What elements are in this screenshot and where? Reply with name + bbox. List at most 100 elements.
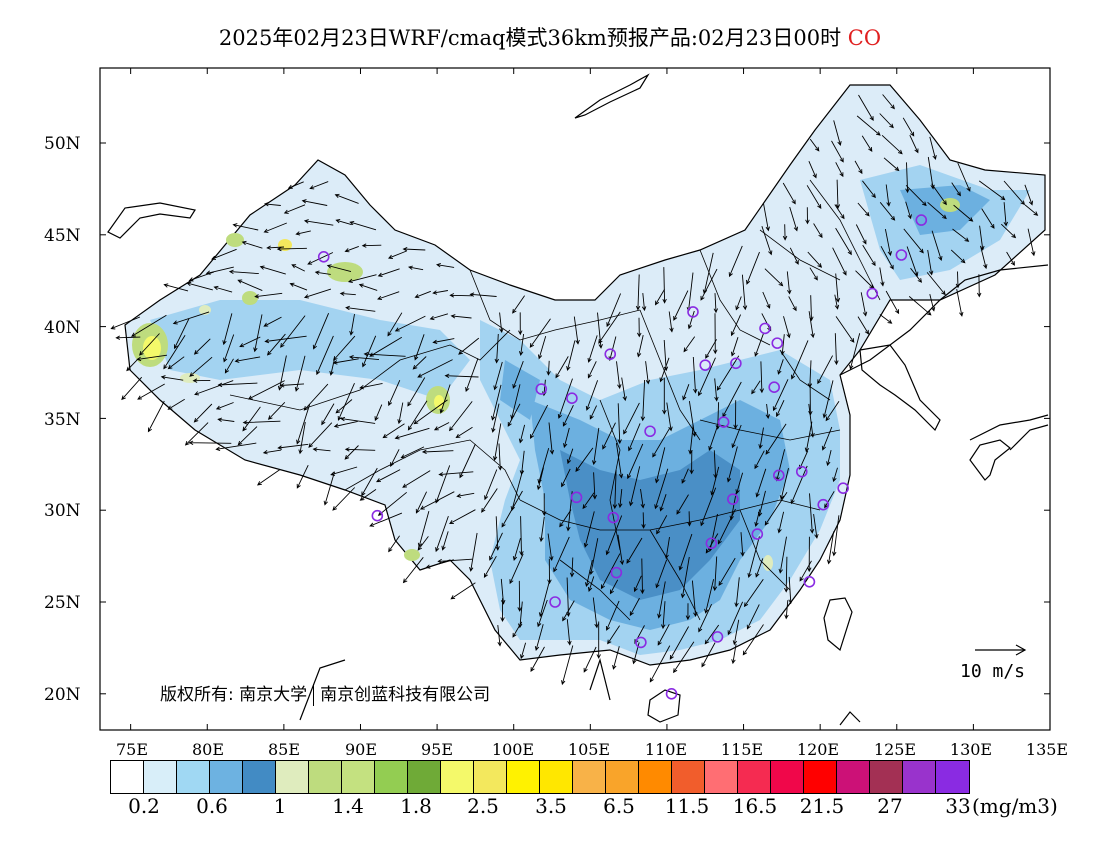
wind-arrow <box>359 489 377 501</box>
legend-label: 33 <box>945 794 971 818</box>
wind-arrow <box>666 402 673 432</box>
wind-arrow <box>303 219 334 226</box>
wind-arrow <box>394 427 430 440</box>
wind-arrow <box>497 625 502 647</box>
wind-arrow <box>805 207 810 225</box>
wind-arrow <box>903 228 924 254</box>
wind-arrow <box>512 621 523 638</box>
wind-arrow <box>908 296 932 316</box>
wind-arrow <box>546 360 551 376</box>
station-marker <box>817 498 830 511</box>
wind-arrow <box>559 509 572 528</box>
wind-arrow <box>407 400 428 431</box>
wind-arrow <box>283 204 306 214</box>
lat-label-30n: 30N <box>44 501 81 521</box>
wind-arrow <box>764 491 788 526</box>
wind-arrow <box>234 356 261 363</box>
lat-label-25n: 25N <box>44 593 81 613</box>
wind-arrow <box>755 468 767 498</box>
wind-arrow <box>905 184 927 207</box>
wind-arrow <box>1003 180 1026 206</box>
wind-arrow <box>358 283 378 291</box>
wind-arrow <box>330 466 358 476</box>
hotspot-aksu <box>242 291 258 305</box>
wind-arrow <box>765 403 771 419</box>
wind-arrow <box>334 193 359 204</box>
wind-arrow <box>321 403 335 426</box>
wind-arrow <box>247 380 285 400</box>
wind-arrow <box>747 536 760 578</box>
station-marker <box>665 687 678 700</box>
wind-arrow <box>439 384 451 414</box>
hotspot-jiangxi <box>763 555 773 571</box>
wind-arrow <box>555 356 569 379</box>
wind-arrow <box>612 646 620 670</box>
wind-arrow <box>673 290 689 321</box>
station-marker <box>610 566 623 579</box>
wind-arrow <box>421 449 454 455</box>
wind-arrow <box>831 140 844 163</box>
wind-arrow <box>626 537 643 564</box>
wind-arrow <box>927 249 934 276</box>
wind-arrow <box>857 316 870 335</box>
wind-arrow <box>950 249 966 264</box>
wind-arrow <box>188 271 215 282</box>
legend-swatch <box>639 761 672 793</box>
wind-arrow <box>387 312 403 337</box>
wind-arrow <box>256 469 281 486</box>
legend-label: 1.4 <box>332 794 364 818</box>
wind-arrow <box>955 271 961 289</box>
wind-arrow <box>784 600 789 620</box>
station-marker <box>317 251 330 263</box>
wind-arrow <box>228 269 259 275</box>
station-marker <box>772 469 785 482</box>
wind-arrow <box>289 282 308 291</box>
wind-arrow <box>633 575 642 593</box>
wind-arrow <box>512 360 524 389</box>
wind-arrow <box>548 422 555 455</box>
wind-arrow <box>834 294 840 310</box>
copyright-notice: 版权所有: 南京大学 南京创蓝科技有限公司 <box>160 680 490 706</box>
wind-arrow <box>402 470 431 488</box>
wind-arrow <box>566 448 574 465</box>
wind-arrow <box>345 305 376 312</box>
hotspot-yili <box>226 233 244 247</box>
wind-arrow <box>821 426 833 451</box>
wind-arrow <box>691 580 698 617</box>
wind-arrow <box>681 468 689 484</box>
wind-arrow <box>832 467 838 483</box>
wind-arrow <box>629 597 640 617</box>
station-marker <box>687 306 699 318</box>
wind-arrow <box>215 442 257 452</box>
co-band-medium-west <box>150 300 470 400</box>
legend-swatch <box>441 761 474 793</box>
wind-arrow <box>664 537 670 560</box>
wind-arrow <box>654 468 669 510</box>
wind-arrow <box>765 423 787 455</box>
wind-arrow <box>264 335 307 344</box>
wind-arrow <box>717 508 736 545</box>
wind-arrow <box>791 340 809 380</box>
wind-arrow <box>417 536 429 551</box>
wind-arrow <box>537 599 548 628</box>
legend-label: 1.8 <box>400 794 432 818</box>
wind-arrow <box>349 220 377 231</box>
wind-arrow <box>598 311 621 344</box>
wind-arrow <box>553 536 570 573</box>
wind-arrow <box>618 489 623 509</box>
legend-swatch <box>936 761 969 793</box>
wind-arrow <box>731 643 737 665</box>
wind-arrow <box>333 335 356 361</box>
wind-arrow <box>429 313 449 321</box>
legend-label: 16.5 <box>732 794 778 818</box>
station-marker <box>604 348 617 360</box>
legend-label: 27 <box>877 794 903 818</box>
wind-arrow <box>704 579 715 614</box>
legend-swatch <box>837 761 870 793</box>
wind-arrow <box>494 333 499 364</box>
wind-arrow <box>193 403 213 423</box>
wind-arrow <box>377 491 407 516</box>
legend-swatch <box>309 761 342 793</box>
wind-arrow <box>637 317 642 338</box>
station-marker <box>795 465 808 478</box>
